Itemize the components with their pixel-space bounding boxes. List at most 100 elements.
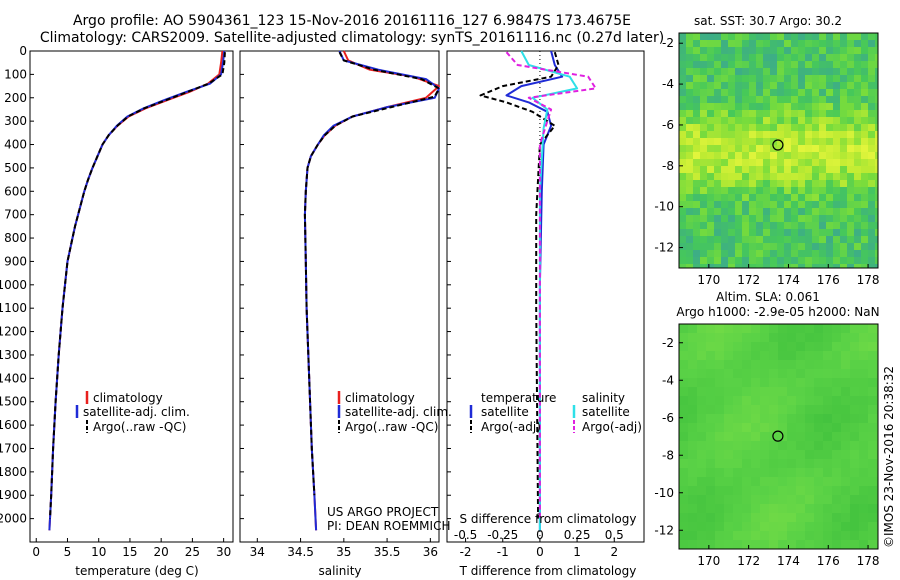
map-cell xyxy=(875,96,878,103)
map-cell xyxy=(742,378,751,387)
map-cell xyxy=(841,387,850,396)
map-cell xyxy=(868,405,877,414)
map-cell xyxy=(749,124,756,131)
map-cell xyxy=(861,152,868,159)
map-cell xyxy=(760,513,769,522)
map-cell xyxy=(728,152,735,159)
map-cell xyxy=(742,61,749,68)
legend-label-argo: Argo(..raw -QC) xyxy=(345,420,438,434)
map-cell xyxy=(861,40,868,47)
map-cell xyxy=(707,194,714,201)
map-cell xyxy=(854,40,861,47)
x-tick-label: 34 xyxy=(250,545,265,559)
map-cell xyxy=(796,441,805,450)
map-cell xyxy=(714,33,721,40)
map-cell xyxy=(688,459,697,468)
map-cell xyxy=(763,173,770,180)
map-cell xyxy=(854,54,861,61)
map-cell xyxy=(805,522,814,531)
map-cell xyxy=(784,54,791,61)
map-cell xyxy=(798,124,805,131)
map-cell xyxy=(751,540,760,549)
map-cell xyxy=(700,61,707,68)
map-cell xyxy=(840,124,847,131)
map-cell xyxy=(715,495,724,504)
map-cell xyxy=(833,229,840,236)
map-cell xyxy=(791,159,798,166)
map-cell xyxy=(707,110,714,117)
map-cell xyxy=(861,117,868,124)
map-cell xyxy=(861,236,868,243)
map-cell xyxy=(832,324,841,333)
map-cell xyxy=(724,351,733,360)
map-cell xyxy=(819,250,826,257)
map-cell xyxy=(826,229,833,236)
map-cell xyxy=(742,138,749,145)
map-x-tick-label: 178 xyxy=(857,273,880,287)
map-cell xyxy=(833,40,840,47)
map-cell xyxy=(805,173,812,180)
map-cell xyxy=(791,166,798,173)
map-cell xyxy=(686,152,693,159)
map-cell xyxy=(787,468,796,477)
map-cell xyxy=(826,40,833,47)
map-cell xyxy=(724,441,733,450)
map-cell xyxy=(693,159,700,166)
map-cell xyxy=(861,264,868,268)
map-cell xyxy=(749,229,756,236)
map-cell xyxy=(854,138,861,145)
map-cell xyxy=(791,138,798,145)
map-cell xyxy=(760,378,769,387)
map-cell xyxy=(791,201,798,208)
map-cell xyxy=(733,387,742,396)
map-cell xyxy=(756,138,763,145)
map-cell xyxy=(841,504,850,513)
map-cell xyxy=(751,405,760,414)
map-cell xyxy=(847,187,854,194)
map-cell xyxy=(760,396,769,405)
map-cell xyxy=(742,229,749,236)
map-cell xyxy=(756,243,763,250)
map-y-tick-label: -12 xyxy=(654,523,674,537)
map-cell xyxy=(721,152,728,159)
map-cell xyxy=(688,396,697,405)
map-cell xyxy=(847,236,854,243)
map-cell xyxy=(763,138,770,145)
map-cell xyxy=(751,378,760,387)
map-cell xyxy=(728,222,735,229)
map-cell xyxy=(714,257,721,264)
map-cell xyxy=(679,477,688,486)
map-cell xyxy=(735,187,742,194)
map-cell xyxy=(832,369,841,378)
map-cell xyxy=(733,531,742,540)
map-cell xyxy=(847,180,854,187)
map-cell xyxy=(749,236,756,243)
map-cell xyxy=(854,103,861,110)
map-cell xyxy=(823,522,832,531)
map-cell xyxy=(763,110,770,117)
map-cell xyxy=(769,342,778,351)
map-cell xyxy=(714,215,721,222)
map-cell xyxy=(840,89,847,96)
map-cell xyxy=(805,222,812,229)
map-cell xyxy=(763,243,770,250)
map-cell xyxy=(850,477,859,486)
map-cell xyxy=(791,89,798,96)
map-cell xyxy=(814,495,823,504)
map-cell xyxy=(724,450,733,459)
map-cell xyxy=(686,131,693,138)
map-cell xyxy=(841,450,850,459)
map-cell xyxy=(756,222,763,229)
map-cell xyxy=(724,522,733,531)
map-cell xyxy=(854,89,861,96)
legend-label-s-satellite: satellite xyxy=(582,405,630,419)
y-tick-label: 300 xyxy=(4,114,27,128)
map-cell xyxy=(714,194,721,201)
map-cell xyxy=(700,180,707,187)
map-x-tick-label: 178 xyxy=(857,554,880,568)
map-cell xyxy=(841,342,850,351)
map-cell xyxy=(760,477,769,486)
map-cell xyxy=(826,145,833,152)
map-cell xyxy=(784,208,791,215)
map-cell xyxy=(760,450,769,459)
